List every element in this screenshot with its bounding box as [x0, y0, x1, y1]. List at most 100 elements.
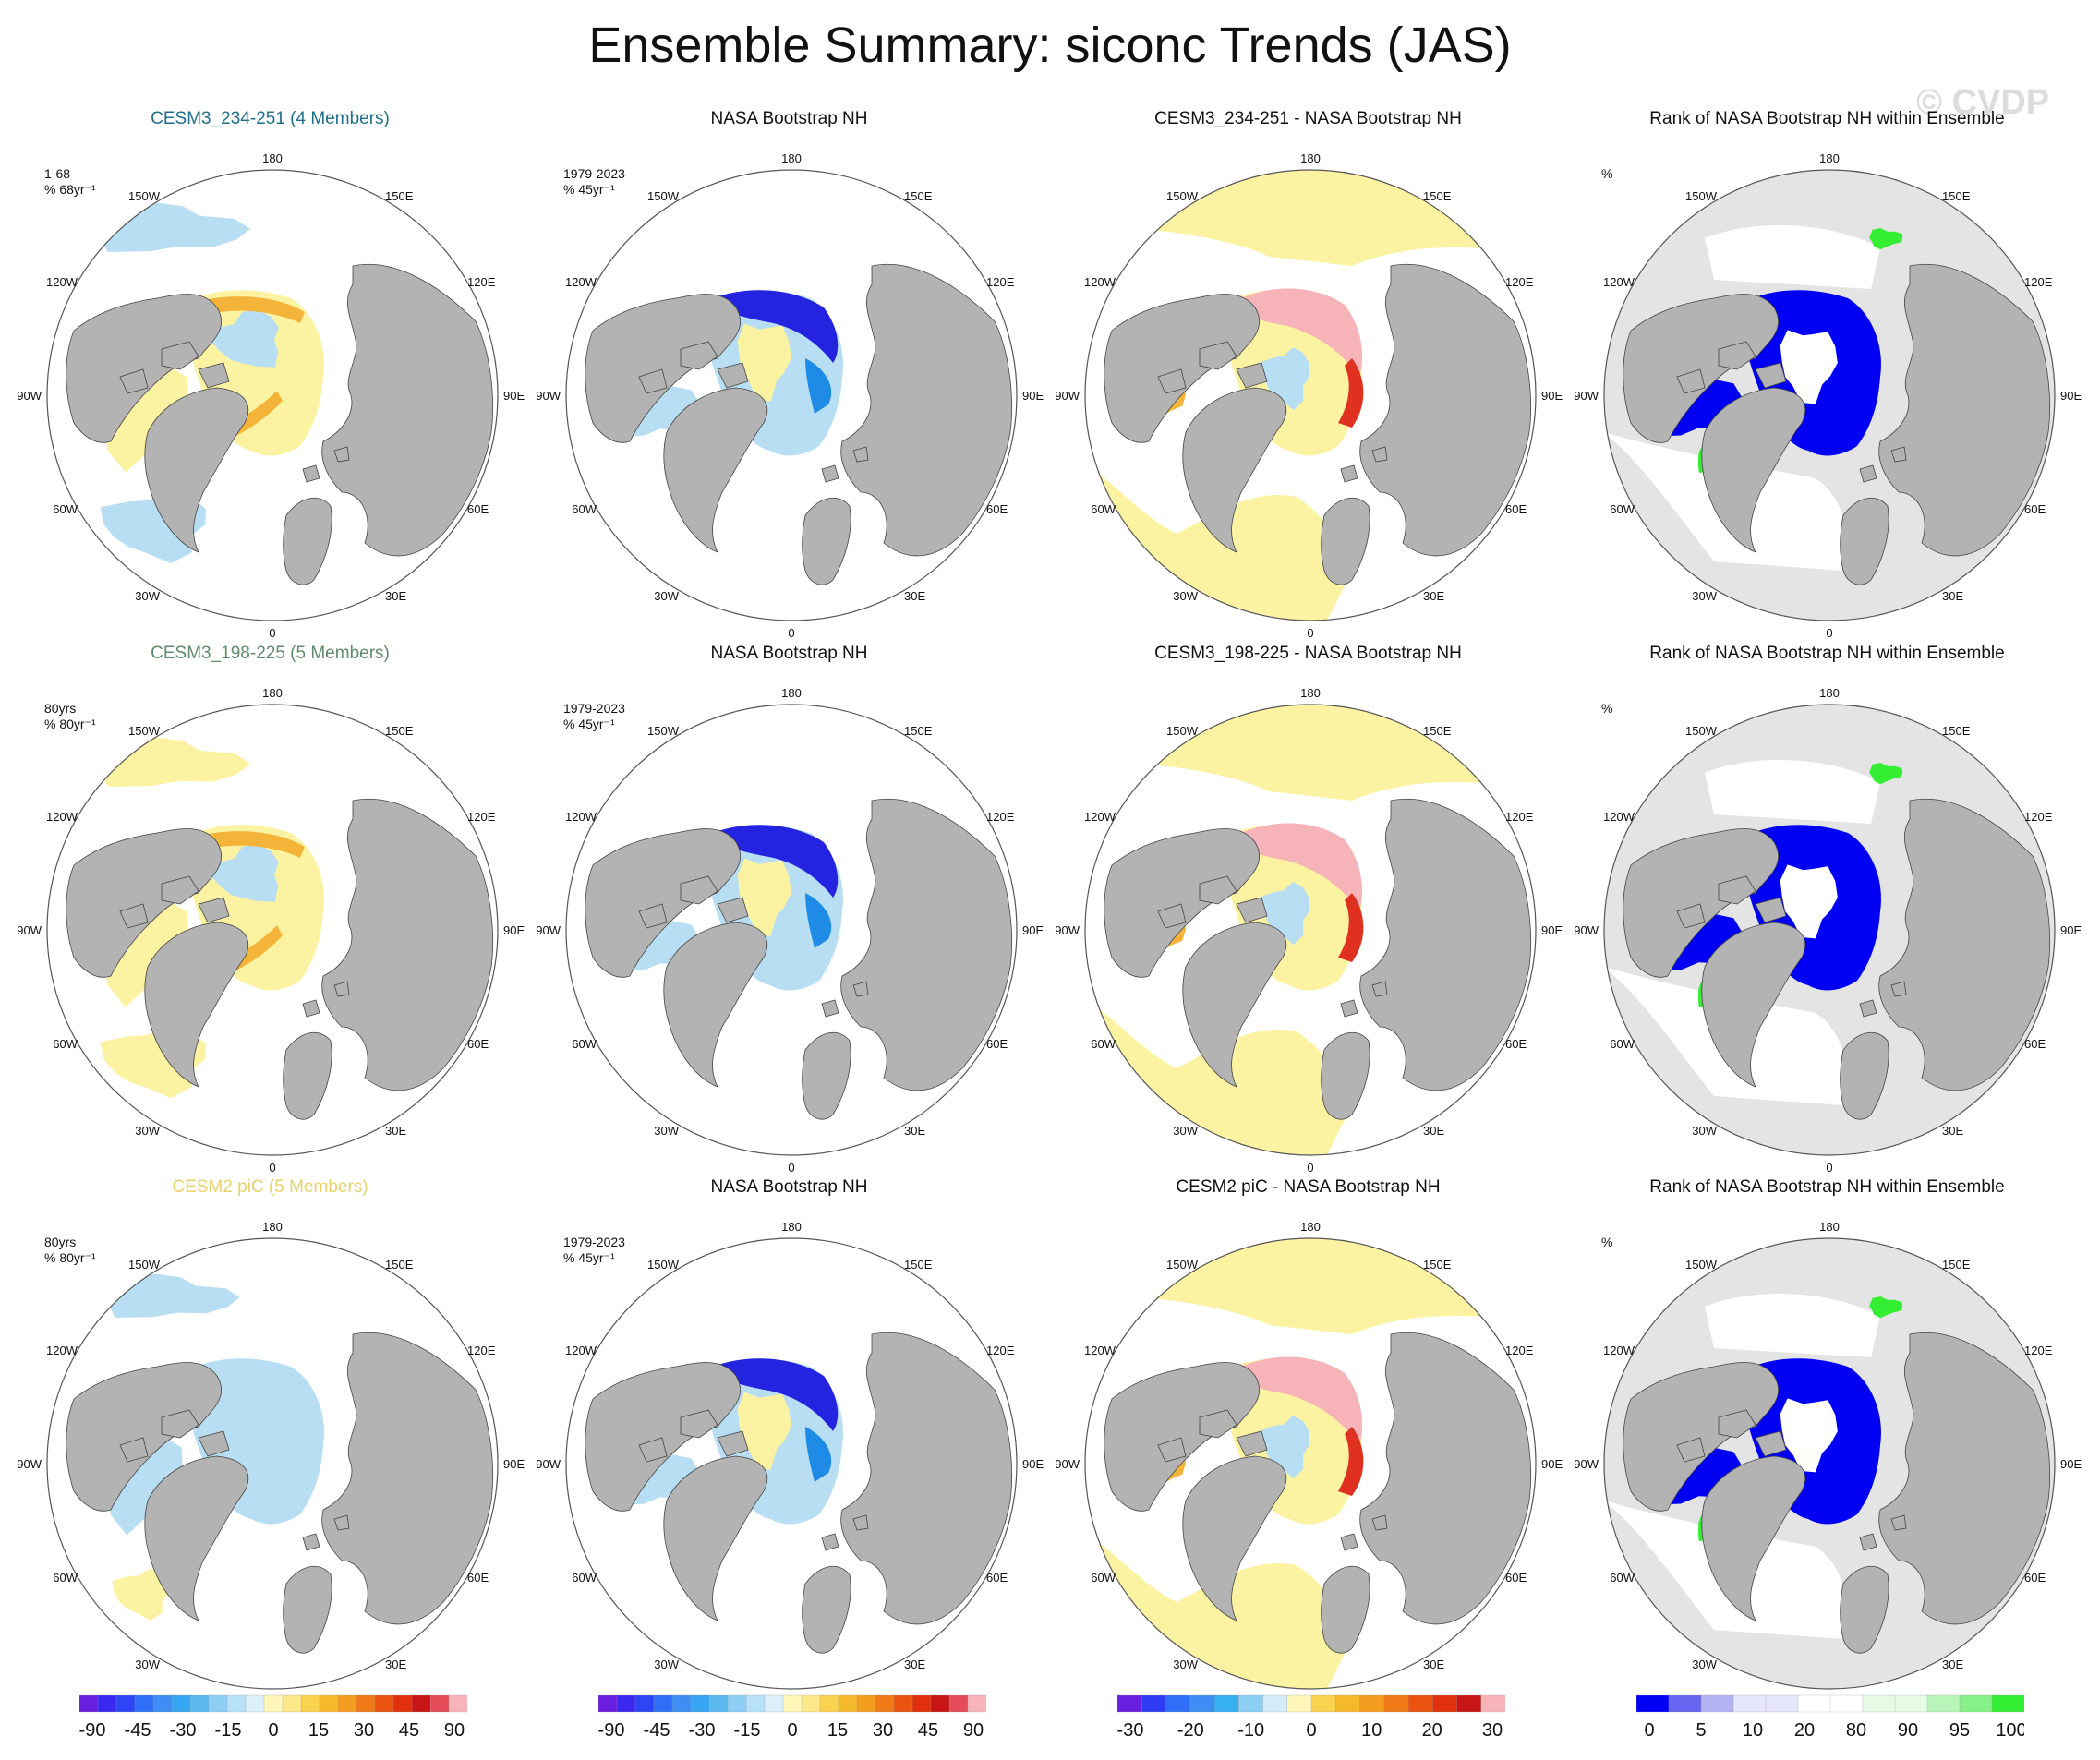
panel-title: CESM3_198-225 (5 Members)	[151, 644, 390, 663]
colorbar-swatch	[1359, 1694, 1385, 1713]
colorbar-swatch	[429, 1694, 450, 1713]
longitude-label: 180	[1819, 1220, 1840, 1234]
colorbar-tick-label: 0	[1306, 1720, 1316, 1741]
colorbar-tick-label: 90	[444, 1720, 465, 1741]
colorbar-swatch	[948, 1694, 969, 1713]
longitude-label: 150W	[1685, 724, 1718, 738]
panel-period-label: 80yrs % 80yr⁻¹	[44, 1235, 96, 1265]
map-boundary	[1084, 169, 1537, 621]
map-panel: CESM2 piC (5 Members)1800150W150E120W120…	[9, 1177, 531, 1713]
colorbar-tick-label: 5	[1696, 1720, 1706, 1741]
polar-map: 180 0 150W 150E 120W 120E 90W 90E 60W 60E 30W 30E	[1574, 686, 2082, 1175]
colorbar-swatch	[764, 1694, 784, 1713]
longitude-label: 150W	[1166, 724, 1199, 738]
longitude-label: 30W	[1692, 589, 1717, 603]
panel-period-label: %	[1601, 166, 1613, 181]
longitude-label: 30E	[1942, 1124, 1963, 1138]
longitude-label: 90E	[1022, 923, 1044, 937]
watermark: © CVDP	[1916, 83, 2050, 122]
colorbar-tick-label: 15	[827, 1720, 848, 1741]
longitude-label: 90E	[2060, 389, 2082, 403]
colorbar-swatch	[893, 1694, 913, 1713]
longitude-label: 90W	[536, 923, 561, 937]
land-masses	[1623, 264, 2050, 585]
colorbar-tick-label: -15	[215, 1720, 242, 1741]
colorbar-swatch	[1765, 1694, 1799, 1713]
colorbar-swatch	[448, 1694, 467, 1713]
colorbar-swatch	[356, 1694, 376, 1713]
figure-title: Ensemble Summary: siconc Trends (JAS)	[588, 18, 1512, 73]
panel-period-label: 80yrs % 80yr⁻¹	[44, 701, 96, 731]
longitude-label: 150W	[128, 189, 161, 203]
longitude-label: 30W	[1173, 1124, 1198, 1138]
longitude-label: 120W	[565, 275, 597, 289]
colorbar-swatch	[1238, 1694, 1264, 1713]
longitude-label: 30E	[1423, 1124, 1444, 1138]
colorbar-swatch	[282, 1694, 302, 1713]
map-panel: CESM3_234-251 (4 Members) 180 0 150W 150E 120…	[9, 109, 531, 645]
longitude-label: 30W	[135, 1658, 160, 1671]
colorbar-swatch	[1165, 1694, 1191, 1713]
colorbar-swatch	[1700, 1694, 1734, 1713]
map-panel: CESM3_234-251 - NASA Bootstrap NH 180 0 150…	[1047, 109, 1569, 645]
longitude-label: 60E	[1505, 1571, 1527, 1585]
map-panel: Rank of NASA Bootstrap NH within Ensembl…	[1566, 109, 2088, 645]
polar-map: 180 0 150W 150E 120W 120E 90W 90E 60W 60E 30W 30E	[536, 151, 1044, 640]
longitude-label: 120E	[467, 810, 496, 824]
colorbar-tick-label: 10	[1743, 1720, 1763, 1741]
colorbar-swatch	[1668, 1694, 1702, 1713]
colorbar-swatch	[208, 1694, 228, 1713]
longitude-label: 30E	[904, 1124, 925, 1138]
map-boundary	[1603, 704, 2056, 1156]
longitude-label: 120W	[565, 810, 597, 824]
colorbar-swatch	[1262, 1694, 1288, 1713]
longitude-label: 120E	[2024, 1344, 2053, 1357]
longitude-label: 150E	[904, 189, 933, 203]
longitude-label: 30W	[135, 1124, 160, 1138]
colorbar-tick-label: 30	[1482, 1720, 1503, 1741]
panel-title: Rank of NASA Bootstrap NH within Ensembl…	[1649, 1177, 2005, 1197]
longitude-label: 120W	[46, 275, 78, 289]
colorbar-swatch	[1636, 1694, 1670, 1713]
colorbar-swatch	[1991, 1694, 2024, 1713]
colorbar-swatch	[967, 1694, 986, 1713]
map-boundary	[1603, 169, 2056, 621]
colorbar-swatch	[745, 1694, 766, 1713]
colorbar-swatch	[727, 1694, 747, 1713]
colorbar-trend: -90 -45 -30 -15 0 15 30 45 90	[598, 1694, 986, 1745]
panel-title: CESM3_234-251 (4 Members)	[151, 109, 390, 128]
polar-map: 180 0 150W 150E 120W 120E 90W 90E 60W 60E 30W 30E	[1574, 151, 2082, 640]
colorbar-swatch	[1335, 1694, 1361, 1713]
longitude-label: 60E	[467, 1037, 489, 1051]
longitude-label: 60W	[53, 1037, 78, 1051]
longitude-label: 180	[781, 686, 802, 700]
longitude-label: 120W	[1603, 275, 1635, 289]
colorbar-swatch	[690, 1694, 710, 1713]
colorbar-swatch	[616, 1694, 636, 1713]
land-masses	[66, 1332, 493, 1654]
land-masses	[1623, 799, 2050, 1120]
longitude-label: 30W	[1692, 1658, 1717, 1671]
colorbar-swatch	[1894, 1694, 1928, 1713]
colorbar-swatch	[634, 1694, 655, 1713]
colorbar-swatch	[801, 1694, 821, 1713]
longitude-label: 120E	[2024, 810, 2053, 824]
colorbar-swatch	[1189, 1694, 1215, 1713]
colorbar-swatch	[263, 1694, 284, 1713]
colorbar-tick-label: 45	[399, 1720, 419, 1741]
colorbar-swatch	[392, 1694, 413, 1713]
longitude-label: 120E	[2024, 275, 2053, 289]
colorbar-tick-label: 45	[918, 1720, 938, 1741]
longitude-label: 60W	[53, 1571, 78, 1585]
longitude-label: 60W	[572, 1571, 597, 1585]
land-masses	[585, 799, 1012, 1120]
longitude-label: 120E	[986, 810, 1015, 824]
longitude-label: 180	[262, 151, 283, 165]
longitude-label: 120E	[1505, 810, 1534, 824]
colorbar-tick-label: 0	[787, 1720, 797, 1741]
map-boundary	[565, 169, 1018, 621]
longitude-label: 180	[262, 686, 283, 700]
colorbar-tick-label: 0	[268, 1720, 278, 1741]
polar-map: 180 0 150W 150E 120W 120E 90W 90E 60W 60E 30W 30E	[1055, 151, 1563, 640]
longitude-label: 30E	[1942, 589, 1963, 603]
